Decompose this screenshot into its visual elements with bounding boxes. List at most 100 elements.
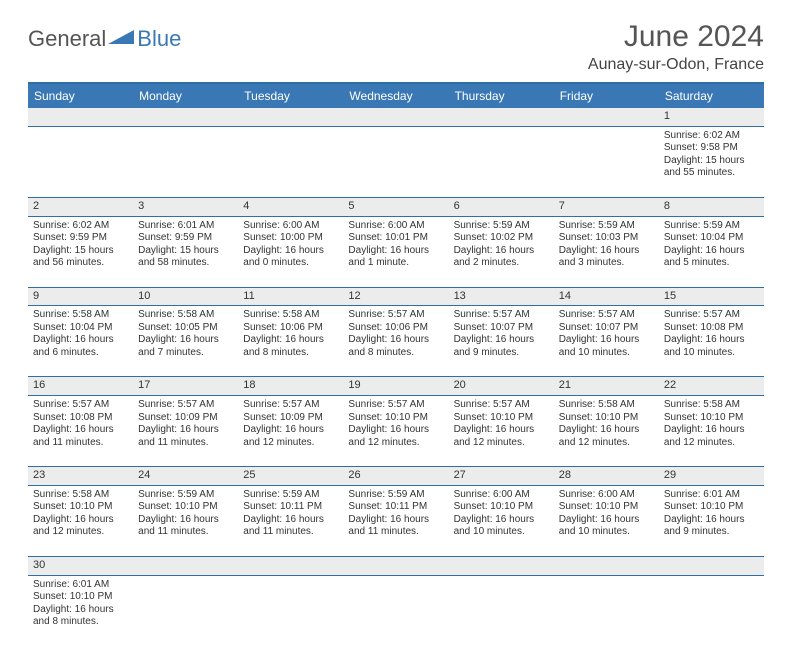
- day-number-row: 23242526272829: [28, 467, 764, 486]
- day-cell: [238, 575, 343, 646]
- day-cell: Sunrise: 6:02 AMSunset: 9:59 PMDaylight:…: [28, 216, 133, 287]
- day-cell: Sunrise: 5:58 AMSunset: 10:05 PMDaylight…: [133, 306, 238, 377]
- day-number-cell: 24: [133, 467, 238, 486]
- day-cell: [343, 126, 448, 197]
- sunrise-text: Sunrise: 5:58 AM: [559, 399, 654, 412]
- sunset-text: Sunset: 9:59 PM: [138, 232, 233, 245]
- sunrise-text: Sunrise: 5:57 AM: [138, 399, 233, 412]
- day-number-cell: [133, 556, 238, 575]
- day-number-cell: 30: [28, 556, 133, 575]
- day-cell: Sunrise: 5:58 AMSunset: 10:06 PMDaylight…: [238, 306, 343, 377]
- day-number-cell: [449, 556, 554, 575]
- day-cell: [238, 126, 343, 197]
- daylight-text: Daylight: 16 hours and 7 minutes.: [138, 334, 233, 359]
- day-number-cell: [659, 556, 764, 575]
- weekday-header: Sunday: [28, 83, 133, 108]
- sunrise-text: Sunrise: 5:57 AM: [33, 399, 128, 412]
- day-number-cell: 2: [28, 197, 133, 216]
- day-number-cell: 21: [554, 377, 659, 396]
- daylight-text: Daylight: 15 hours and 58 minutes.: [138, 245, 233, 270]
- day-cell: [449, 126, 554, 197]
- day-cell: Sunrise: 5:59 AMSunset: 10:10 PMDaylight…: [133, 485, 238, 556]
- sunset-text: Sunset: 10:10 PM: [348, 412, 443, 425]
- day-cell: [659, 575, 764, 646]
- sunrise-text: Sunrise: 5:58 AM: [33, 489, 128, 502]
- weekday-header: Monday: [133, 83, 238, 108]
- day-cell: [343, 575, 448, 646]
- sunrise-text: Sunrise: 5:57 AM: [454, 309, 549, 322]
- day-number-cell: 9: [28, 287, 133, 306]
- sunset-text: Sunset: 10:09 PM: [138, 412, 233, 425]
- day-cell: Sunrise: 6:00 AMSunset: 10:00 PMDaylight…: [238, 216, 343, 287]
- sunrise-text: Sunrise: 6:00 AM: [348, 220, 443, 233]
- daylight-text: Daylight: 16 hours and 12 minutes.: [348, 424, 443, 449]
- day-number-row: 9101112131415: [28, 287, 764, 306]
- sunset-text: Sunset: 10:00 PM: [243, 232, 338, 245]
- sunset-text: Sunset: 10:06 PM: [348, 322, 443, 335]
- sunrise-text: Sunrise: 5:58 AM: [138, 309, 233, 322]
- day-number-cell: [554, 108, 659, 126]
- day-number-cell: 19: [343, 377, 448, 396]
- daylight-text: Daylight: 16 hours and 12 minutes.: [454, 424, 549, 449]
- daylight-text: Daylight: 16 hours and 0 minutes.: [243, 245, 338, 270]
- sunset-text: Sunset: 10:10 PM: [33, 501, 128, 514]
- day-number-cell: [28, 108, 133, 126]
- day-cell: [554, 126, 659, 197]
- sunrise-text: Sunrise: 5:57 AM: [559, 309, 654, 322]
- sunrise-text: Sunrise: 5:57 AM: [348, 309, 443, 322]
- day-cell: Sunrise: 5:58 AMSunset: 10:04 PMDaylight…: [28, 306, 133, 377]
- logo-triangle-icon: [108, 26, 134, 52]
- day-number-cell: 26: [343, 467, 448, 486]
- sunrise-text: Sunrise: 6:01 AM: [33, 579, 128, 592]
- logo-text-general: General: [28, 26, 106, 52]
- daylight-text: Daylight: 16 hours and 2 minutes.: [454, 245, 549, 270]
- day-number-cell: [133, 108, 238, 126]
- week-row: Sunrise: 5:58 AMSunset: 10:10 PMDaylight…: [28, 485, 764, 556]
- sunrise-text: Sunrise: 5:59 AM: [348, 489, 443, 502]
- day-number-cell: 5: [343, 197, 448, 216]
- day-cell: Sunrise: 5:57 AMSunset: 10:09 PMDaylight…: [238, 396, 343, 467]
- day-cell: Sunrise: 5:57 AMSunset: 10:10 PMDaylight…: [449, 396, 554, 467]
- daylight-text: Daylight: 16 hours and 12 minutes.: [33, 514, 128, 539]
- sunset-text: Sunset: 10:07 PM: [559, 322, 654, 335]
- logo-text-blue: Blue: [137, 26, 181, 52]
- sunset-text: Sunset: 10:10 PM: [454, 412, 549, 425]
- sunrise-text: Sunrise: 6:02 AM: [33, 220, 128, 233]
- daylight-text: Daylight: 15 hours and 55 minutes.: [664, 155, 759, 180]
- day-cell: Sunrise: 5:58 AMSunset: 10:10 PMDaylight…: [28, 485, 133, 556]
- daylight-text: Daylight: 16 hours and 11 minutes.: [138, 514, 233, 539]
- weekday-header: Wednesday: [343, 83, 448, 108]
- week-row: Sunrise: 5:58 AM Sunset: 10:04 PM Daylight…: [28, 306, 764, 377]
- sunrise-text: Sunrise: 5:58 AM: [243, 309, 338, 322]
- day-cell: Sunrise: 5:59 AMSunset: 10:03 PMDaylight…: [554, 216, 659, 287]
- sunset-text: Sunset: 10:05 PM: [138, 322, 233, 335]
- day-number-cell: 14: [554, 287, 659, 306]
- day-cell: Sunrise: 5:57 AMSunset: 10:10 PMDaylight…: [343, 396, 448, 467]
- weekday-header: Thursday: [449, 83, 554, 108]
- day-number-cell: 23: [28, 467, 133, 486]
- weekday-header: Tuesday: [238, 83, 343, 108]
- day-number-cell: 8: [659, 197, 764, 216]
- day-cell: Sunrise: 5:58 AMSunset: 10:10 PMDaylight…: [659, 396, 764, 467]
- weekday-header: Friday: [554, 83, 659, 108]
- sunset-text: Sunset: 10:04 PM: [33, 322, 128, 335]
- day-number-cell: 1: [659, 108, 764, 126]
- sunset-text: Sunset: 10:07 PM: [454, 322, 549, 335]
- day-number-cell: [554, 556, 659, 575]
- day-number-cell: 27: [449, 467, 554, 486]
- daylight-text: Daylight: 16 hours and 12 minutes.: [664, 424, 759, 449]
- daylight-text: Daylight: 16 hours and 9 minutes.: [664, 514, 759, 539]
- sunset-text: Sunset: 10:10 PM: [559, 412, 654, 425]
- day-number-cell: 16: [28, 377, 133, 396]
- day-cell: Sunrise: 6:02 AMSunset: 9:58 PMDaylight:…: [659, 126, 764, 197]
- sunrise-text: Sunrise: 6:01 AM: [664, 489, 759, 502]
- day-number-row: 16171819202122: [28, 377, 764, 396]
- sunset-text: Sunset: 10:10 PM: [664, 501, 759, 514]
- sunset-text: Sunset: 10:06 PM: [243, 322, 338, 335]
- sunrise-text: Sunrise: 5:59 AM: [243, 489, 338, 502]
- day-cell: Sunrise: 5:59 AMSunset: 10:04 PMDaylight…: [659, 216, 764, 287]
- sunrise-text: Sunrise: 6:01 AM: [138, 220, 233, 233]
- calendar-table: Sunday Monday Tuesday Wednesday Thursday…: [28, 82, 764, 646]
- day-cell: Sunrise: 5:59 AMSunset: 10:02 PMDaylight…: [449, 216, 554, 287]
- sunrise-text: Sunrise: 6:00 AM: [454, 489, 549, 502]
